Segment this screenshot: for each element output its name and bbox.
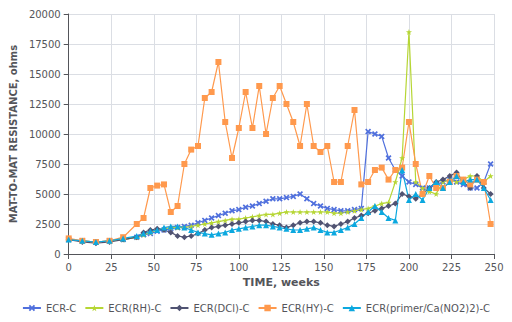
svg-text:200: 200 (399, 262, 418, 273)
svg-text:25: 25 (105, 262, 118, 273)
svg-text:175: 175 (357, 262, 376, 273)
svg-text:TIME, weeks: TIME, weeks (243, 276, 320, 289)
svg-text:ECR(primer/Ca(NO2)2)-C: ECR(primer/Ca(NO2)2)-C (366, 303, 490, 314)
svg-text:10000: 10000 (29, 129, 61, 140)
svg-text:ECR(HY)-C: ECR(HY)-C (282, 303, 334, 314)
svg-text:250: 250 (484, 262, 503, 273)
svg-text:150: 150 (314, 262, 333, 273)
svg-text:125: 125 (272, 262, 291, 273)
svg-text:5000: 5000 (35, 189, 60, 200)
svg-text:225: 225 (442, 262, 461, 273)
svg-text:50: 50 (147, 262, 160, 273)
svg-text:ECR-C: ECR-C (46, 303, 76, 314)
svg-text:17500: 17500 (29, 39, 61, 50)
svg-text:ECR(RH)-C: ECR(RH)-C (108, 303, 161, 314)
svg-text:7500: 7500 (35, 159, 60, 170)
svg-text:100: 100 (229, 262, 248, 273)
svg-text:2500: 2500 (35, 219, 60, 230)
svg-text:75: 75 (190, 262, 203, 273)
svg-text:20000: 20000 (29, 9, 61, 20)
svg-text:12500: 12500 (29, 99, 61, 110)
svg-text:15000: 15000 (29, 69, 61, 80)
svg-text:ECR(DCl)-C: ECR(DCl)-C (193, 303, 249, 314)
svg-text:0: 0 (66, 262, 72, 273)
svg-text:0: 0 (54, 249, 60, 260)
svg-text:MAT-TO-MAT RESISTANCE, ohms: MAT-TO-MAT RESISTANCE, ohms (8, 45, 19, 223)
